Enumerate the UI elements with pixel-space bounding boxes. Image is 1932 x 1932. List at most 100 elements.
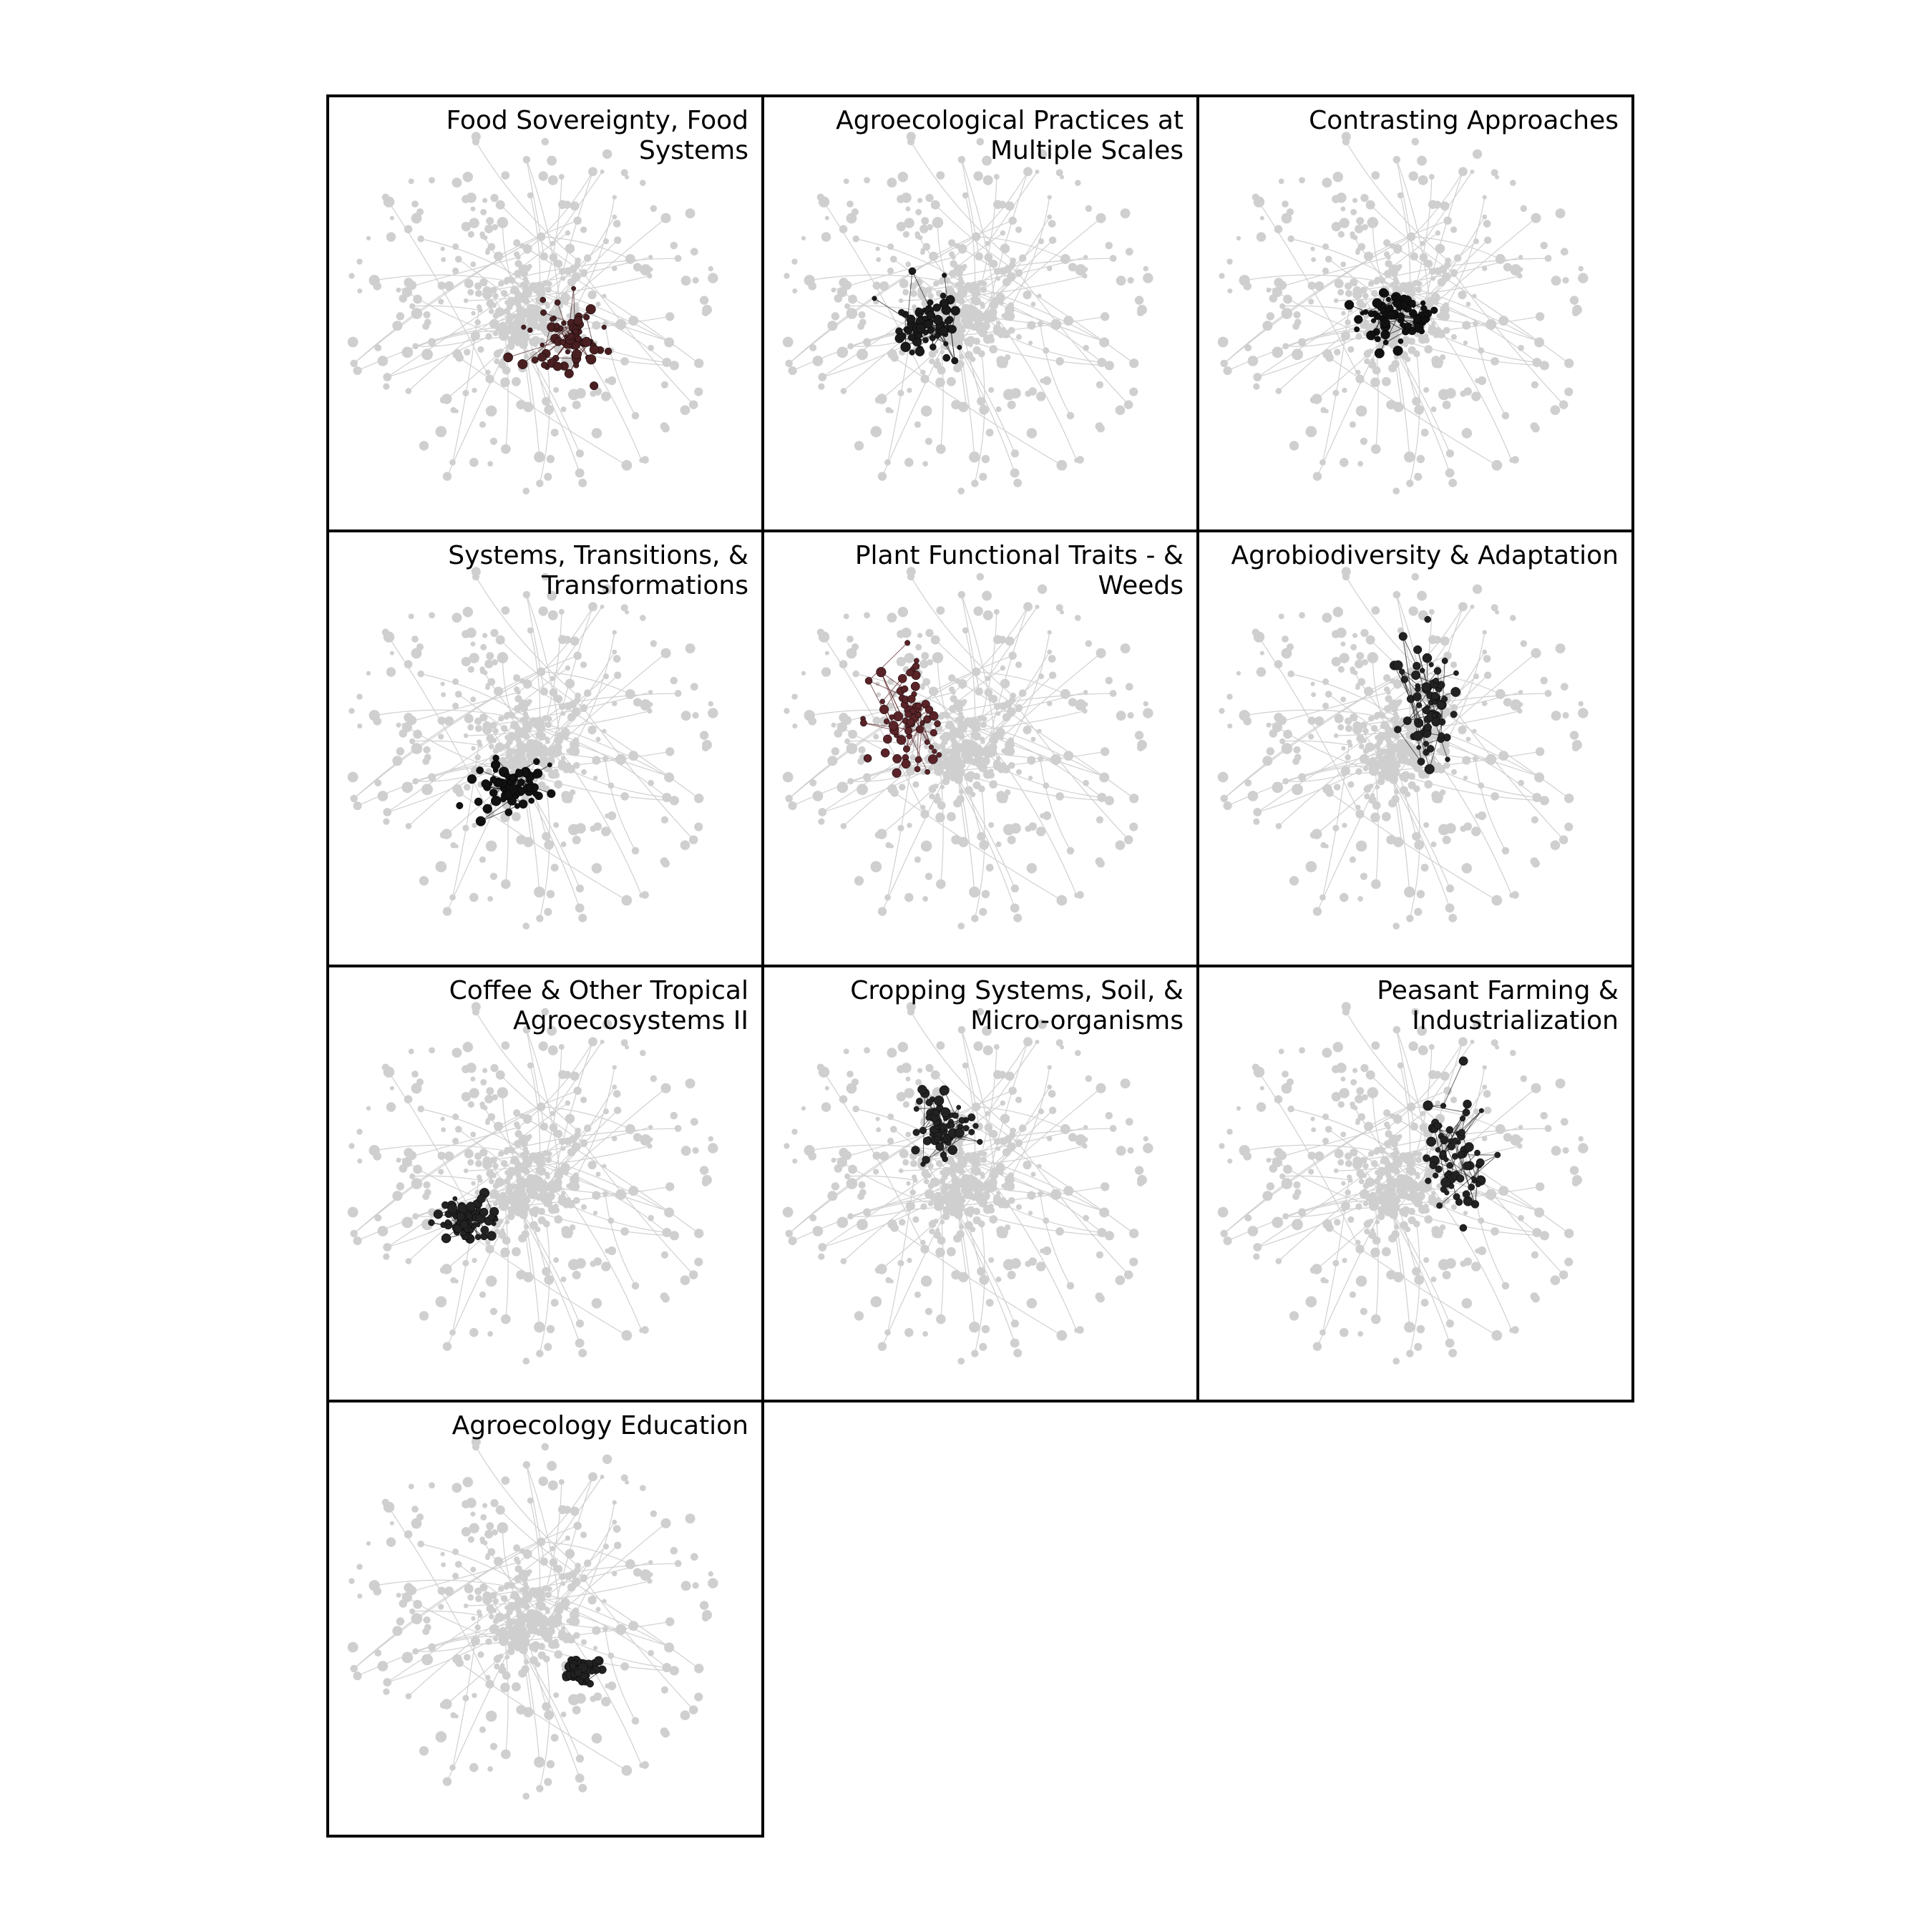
node (1278, 613, 1284, 620)
node (1384, 270, 1392, 278)
node (1115, 1275, 1126, 1286)
node (1551, 275, 1561, 286)
node (1564, 794, 1574, 804)
node (1333, 733, 1339, 738)
node (537, 1102, 546, 1111)
highlight-node (1413, 645, 1423, 654)
node (785, 1229, 793, 1238)
node (455, 353, 464, 362)
node (920, 804, 926, 811)
node (821, 1102, 831, 1112)
node (897, 1065, 905, 1073)
node (1345, 1189, 1351, 1196)
node (1391, 265, 1398, 271)
node (906, 132, 916, 142)
node (875, 246, 880, 251)
node (1253, 818, 1260, 825)
node (1274, 225, 1283, 234)
node (357, 288, 363, 294)
node (523, 836, 534, 847)
node (536, 914, 544, 922)
node (985, 1111, 990, 1116)
highlight-node (924, 320, 932, 328)
node (547, 610, 558, 620)
node (970, 323, 977, 330)
highlight-node (917, 1085, 927, 1095)
node (936, 444, 946, 454)
node (1383, 251, 1390, 258)
node (1344, 282, 1352, 291)
node (1320, 406, 1327, 414)
node (608, 782, 615, 789)
node (1392, 1181, 1400, 1188)
highlight-node (925, 1114, 932, 1121)
node (980, 721, 987, 728)
node (1046, 265, 1053, 271)
edge (822, 336, 924, 378)
panel-title: Agroecosystems II (513, 1006, 748, 1035)
node (792, 1158, 798, 1164)
node (464, 348, 471, 356)
node (685, 208, 696, 219)
node (563, 1170, 569, 1176)
highlight-node (977, 1138, 983, 1145)
node (1256, 232, 1267, 242)
node (1055, 792, 1064, 801)
node (1266, 287, 1272, 293)
node (1358, 1179, 1365, 1185)
node (1518, 255, 1523, 260)
node (1048, 236, 1057, 244)
node (404, 660, 413, 669)
node (366, 670, 371, 676)
node (1253, 196, 1265, 208)
node (702, 740, 712, 750)
node (939, 711, 946, 718)
node (1420, 240, 1425, 246)
node (442, 907, 452, 916)
node (909, 1189, 916, 1196)
node (1043, 782, 1050, 789)
node (1055, 1039, 1063, 1047)
node (648, 255, 653, 260)
node (1407, 337, 1415, 346)
node (1007, 835, 1016, 844)
node (872, 281, 881, 290)
node (834, 1164, 843, 1173)
node (933, 766, 939, 771)
node (847, 1213, 854, 1220)
node (924, 872, 933, 880)
node (920, 1203, 927, 1210)
node (968, 287, 975, 294)
highlight-node (962, 1125, 970, 1132)
node (1461, 428, 1473, 439)
node (1433, 300, 1439, 306)
highlight-node (1415, 702, 1423, 708)
node (958, 1224, 965, 1230)
node (680, 1146, 691, 1156)
node (904, 653, 914, 663)
node (1450, 769, 1457, 775)
node (839, 1095, 848, 1104)
node (506, 738, 513, 746)
edge (1285, 338, 1345, 347)
node (561, 793, 572, 804)
node (1292, 784, 1303, 796)
node (1430, 406, 1437, 412)
node (1262, 756, 1273, 766)
highlight-node (1433, 700, 1438, 706)
node (411, 648, 422, 659)
highlight-node (583, 313, 590, 321)
highlight-node (517, 358, 528, 369)
node (1407, 346, 1416, 355)
node (999, 1137, 1008, 1146)
edge (1345, 141, 1449, 261)
node (1471, 826, 1481, 836)
node (520, 269, 528, 278)
highlight-node (932, 314, 943, 325)
node (1005, 636, 1015, 646)
node (507, 313, 514, 321)
node (485, 1275, 497, 1287)
node (423, 746, 431, 754)
node (492, 293, 499, 299)
